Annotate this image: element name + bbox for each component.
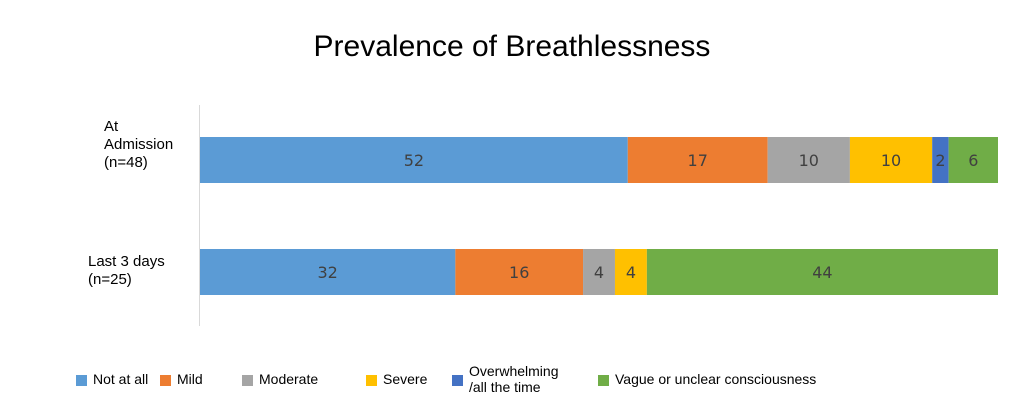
legend-item-5: Vague or unclear consciousness bbox=[598, 371, 816, 387]
bar-segment-1-3 bbox=[614, 249, 647, 295]
legend-item-2: Moderate bbox=[242, 371, 318, 387]
legend-item-0: Not at all bbox=[76, 371, 148, 387]
legend-swatch bbox=[366, 375, 377, 386]
bar-segment-0-1 bbox=[627, 137, 768, 183]
data-label-0-0: 52 bbox=[404, 151, 424, 170]
bar-segment-0-4 bbox=[932, 137, 949, 183]
category-label-1: Last 3 days (n=25) bbox=[88, 253, 165, 288]
bar-segment-0-0 bbox=[200, 137, 628, 183]
legend-label: Moderate bbox=[259, 371, 319, 387]
bar-segment-0-2 bbox=[767, 137, 850, 183]
data-label-1-5: 44 bbox=[812, 263, 832, 282]
data-label-0-2: 10 bbox=[799, 151, 819, 170]
data-label-1-2: 4 bbox=[594, 263, 604, 282]
legend-label: Overwhelming /all the time bbox=[469, 363, 559, 395]
legend-item-3: Severe bbox=[366, 371, 427, 387]
category-label-0: At Admission (n=48) bbox=[104, 118, 174, 171]
data-label-0-5: 6 bbox=[968, 151, 978, 170]
chart-title: Prevalence of Breathlessness bbox=[313, 30, 711, 63]
legend-label: Severe bbox=[383, 371, 428, 387]
legend-label: Not at all bbox=[93, 371, 149, 387]
bar-segment-1-2 bbox=[583, 249, 615, 295]
legend-swatch bbox=[76, 375, 87, 386]
legend-swatch bbox=[598, 375, 609, 386]
legend-item-4: Overwhelming /all the time bbox=[452, 363, 558, 395]
legend-item-1: Mild bbox=[160, 371, 203, 387]
bar-segment-0-5 bbox=[948, 137, 998, 183]
data-label-1-1: 16 bbox=[509, 263, 529, 282]
bar-segment-1-1 bbox=[455, 249, 584, 295]
legend-label: Vague or unclear consciousness bbox=[615, 371, 817, 387]
legend: Not at all Mild Moderate Severe Overwhelming… bbox=[0, 363, 1024, 406]
bar-segment-1-5 bbox=[646, 249, 998, 295]
bar-segment-1-0 bbox=[200, 249, 456, 295]
data-label-1-0: 32 bbox=[318, 263, 338, 282]
bar-segment-0-3 bbox=[849, 137, 933, 183]
legend-swatch bbox=[160, 375, 171, 386]
data-label-0-3: 10 bbox=[881, 151, 901, 170]
data-label-0-1: 17 bbox=[688, 151, 708, 170]
data-label-0-4: 2 bbox=[935, 151, 945, 170]
legend-swatch bbox=[452, 375, 463, 386]
legend-swatch bbox=[242, 375, 253, 386]
data-label-1-3: 4 bbox=[626, 263, 636, 282]
legend-label: Mild bbox=[177, 371, 203, 387]
